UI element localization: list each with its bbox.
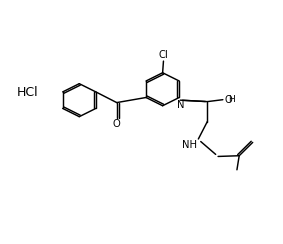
Text: Cl: Cl bbox=[158, 50, 168, 60]
Text: HCl: HCl bbox=[17, 86, 38, 99]
Text: O: O bbox=[224, 95, 232, 105]
Text: N: N bbox=[177, 101, 184, 110]
Text: H: H bbox=[228, 95, 235, 104]
Text: O: O bbox=[113, 119, 121, 129]
Text: NH: NH bbox=[182, 141, 197, 151]
